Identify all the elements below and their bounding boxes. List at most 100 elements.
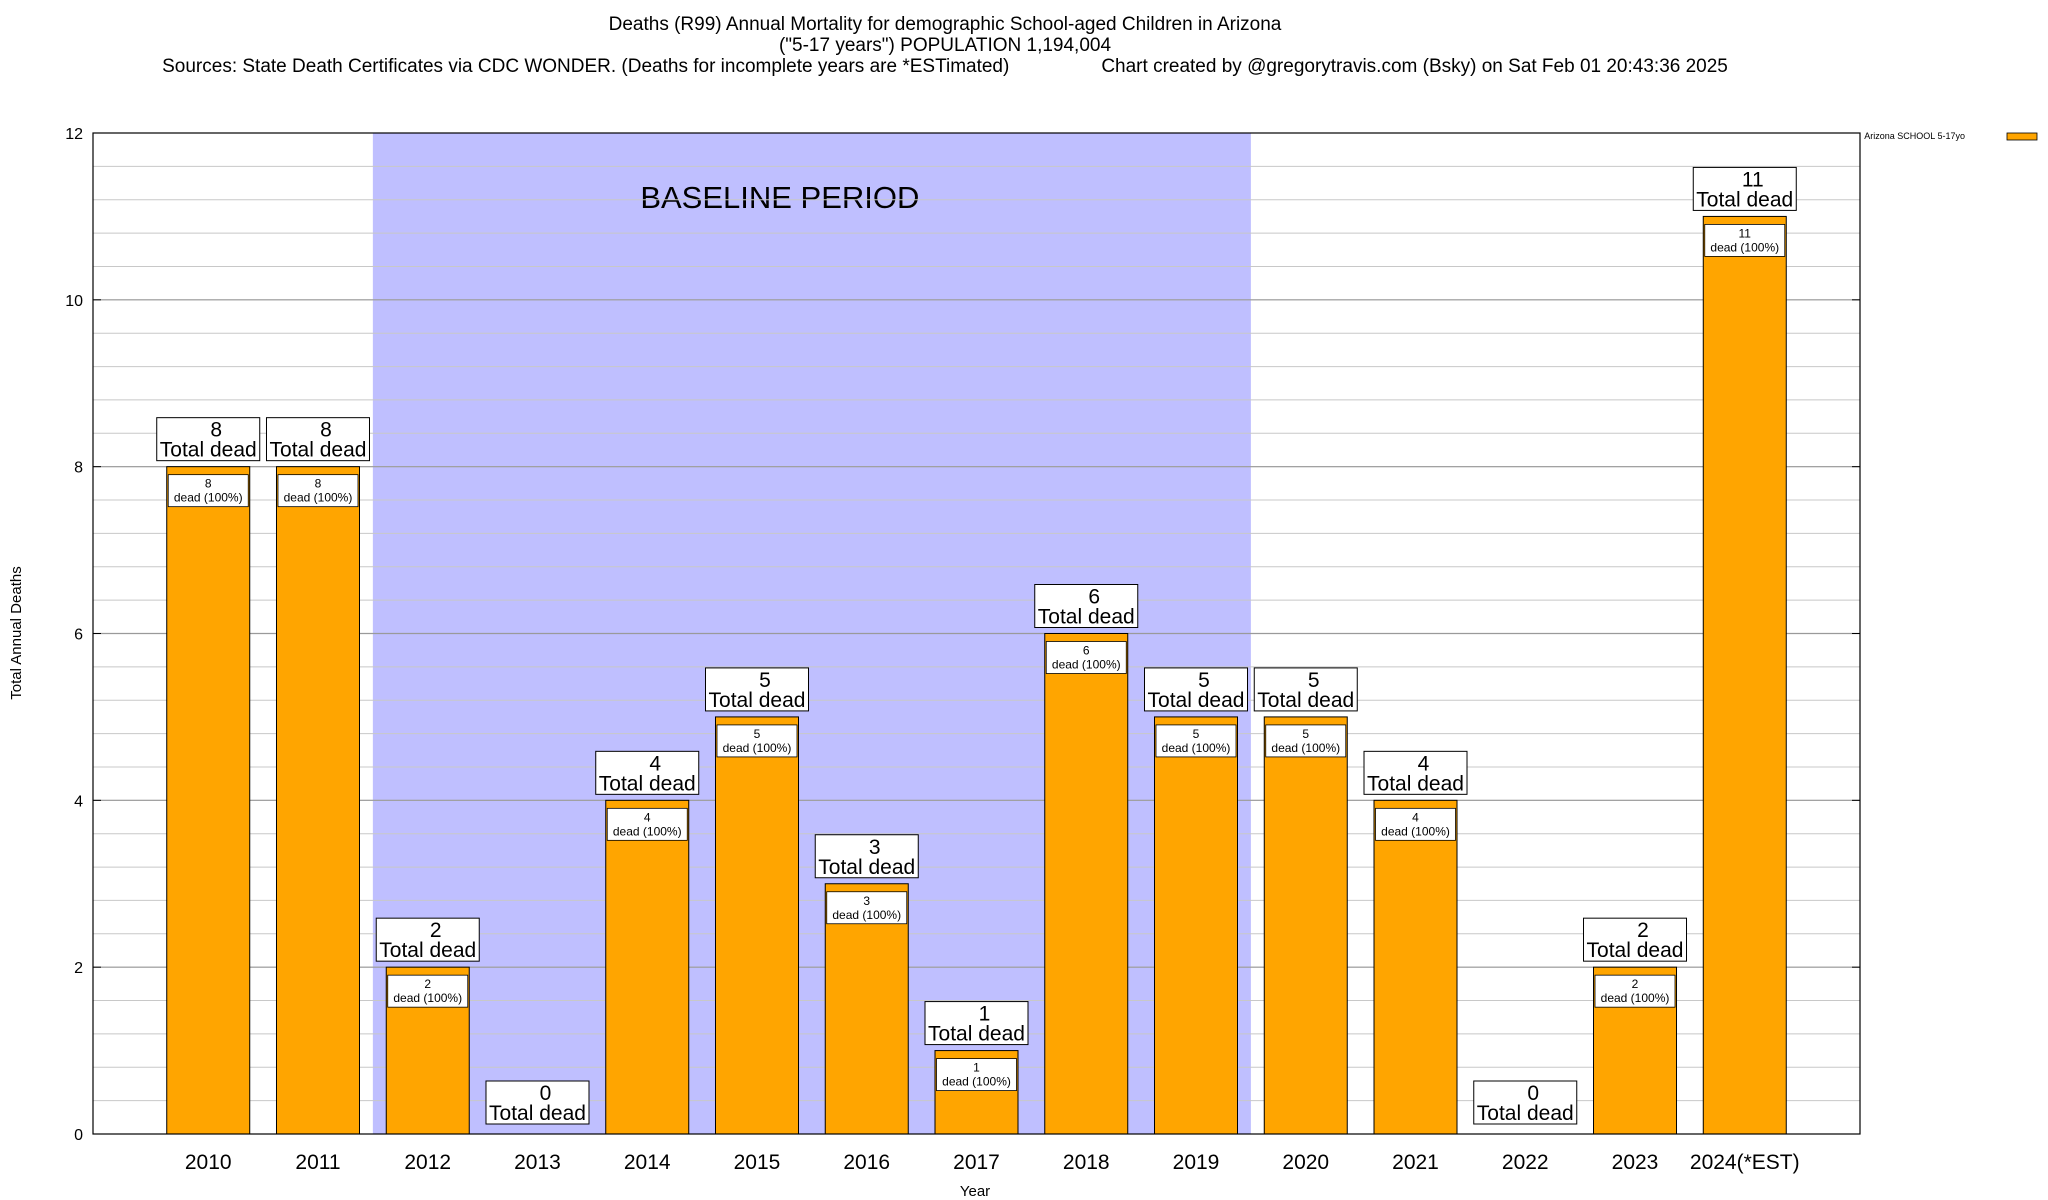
- total-label-box: [485, 1080, 590, 1125]
- bar-percent-label: dead (100%): [1271, 741, 1340, 755]
- chart-title-line3: Sources: State Death Certificates via CD…: [0, 56, 1890, 77]
- total-dead-label: Total dead: [489, 1102, 586, 1125]
- total-label-box: [1692, 166, 1797, 211]
- bar: [1154, 716, 1239, 1135]
- bar-value-label-box: [1265, 724, 1347, 758]
- bar-percent-label: dead (100%): [1162, 741, 1231, 755]
- total-dead-label: Total dead: [1477, 1102, 1574, 1125]
- bar: [275, 466, 360, 1135]
- x-tick-label: 2021: [1392, 1151, 1439, 1174]
- total-value-label: 4: [1418, 752, 1430, 775]
- total-dead-label: Total dead: [379, 939, 476, 962]
- bar-percent-label: dead (100%): [393, 991, 462, 1005]
- total-label-box: [814, 834, 919, 879]
- total-dead-label: Total dead: [160, 439, 257, 462]
- y-tick-label: 10: [65, 293, 83, 310]
- bar-percent-label: dead (100%): [1710, 240, 1779, 254]
- bar-value-label: 3: [863, 894, 870, 908]
- x-tick-label: 2024(*EST): [1690, 1151, 1800, 1174]
- bar-percent-label: dead (100%): [284, 491, 353, 505]
- bar-value-label-box: [1704, 224, 1786, 257]
- x-tick-label: 2020: [1282, 1151, 1329, 1174]
- bar: [1373, 799, 1458, 1135]
- bar-percent-label: dead (100%): [174, 491, 243, 505]
- bar-value-label-box: [1375, 807, 1456, 841]
- bar-value-label-box: [606, 807, 688, 841]
- baseline-label: BASELINE PERIOD: [640, 180, 919, 215]
- total-value-label: 6: [1088, 586, 1100, 609]
- bar-value-label: 8: [205, 477, 212, 491]
- total-dead-label: Total dead: [709, 689, 806, 712]
- y-tick-label: 0: [74, 1127, 83, 1144]
- total-label-box: [265, 417, 370, 462]
- bar-value-label-box: [936, 1058, 1017, 1091]
- bar-percent-label: dead (100%): [832, 908, 901, 922]
- bar: [1263, 716, 1348, 1135]
- chart-sources: Sources: State Death Certificates via CD…: [162, 56, 1010, 77]
- chart-title-block: Deaths (R99) Annual Mortality for demogr…: [0, 14, 1890, 77]
- bar: [605, 799, 690, 1135]
- total-label-box: [1363, 750, 1468, 795]
- total-label-box: [156, 417, 261, 462]
- x-tick-label: 2012: [404, 1151, 451, 1174]
- bar: [166, 466, 251, 1135]
- bar: [824, 883, 909, 1135]
- y-tick-label: 8: [74, 460, 83, 477]
- total-dead-label: Total dead: [599, 772, 696, 795]
- total-dead-label: Total dead: [1696, 188, 1793, 211]
- total-value-label: 11: [1742, 168, 1764, 191]
- bar-value-label-box: [716, 724, 798, 758]
- bar-value-label: 6: [1083, 644, 1090, 658]
- total-value-label: 5: [1198, 669, 1210, 692]
- total-value-label: 5: [1308, 669, 1320, 692]
- bar-value-label: 4: [1412, 810, 1419, 824]
- bar-value-label: 5: [1193, 727, 1200, 741]
- x-tick-label: 2016: [843, 1151, 890, 1174]
- y-tick-label: 6: [74, 627, 83, 644]
- bar: [714, 716, 799, 1135]
- bar: [1044, 633, 1129, 1135]
- total-value-label: 2: [1637, 919, 1649, 942]
- legend-label: Arizona SCHOOL 5-17yo: [1864, 131, 1965, 141]
- chart-title-line2: ("5-17 years") POPULATION 1,194,004: [778, 35, 1112, 56]
- chart-credit: Chart created by @gregorytravis.com (Bsk…: [1101, 56, 1728, 77]
- x-tick-label: 2022: [1502, 1151, 1549, 1174]
- bar-percent-label: dead (100%): [1601, 991, 1670, 1005]
- bar-value-label: 5: [1302, 727, 1309, 741]
- bar-value-label: 5: [754, 727, 761, 741]
- total-label-box: [1253, 667, 1358, 712]
- total-dead-label: Total dead: [1038, 606, 1135, 629]
- bar-value-label: 11: [1739, 226, 1752, 240]
- y-tick-label: 12: [65, 126, 83, 143]
- y-axis-title: Total Annual Deaths: [8, 566, 25, 699]
- y-tick-label: 2: [74, 960, 83, 977]
- y-tick-label: 4: [74, 793, 83, 810]
- total-dead-label: Total dead: [1367, 772, 1464, 795]
- x-tick-label: 2015: [734, 1151, 781, 1174]
- bar-value-label-box: [167, 474, 249, 508]
- bar-percent-label: dead (100%): [1052, 658, 1121, 672]
- total-label-box: [1144, 667, 1249, 712]
- bar-value-label-box: [1045, 641, 1127, 674]
- total-dead-label: Total dead: [1257, 689, 1354, 712]
- total-dead-label: Total dead: [928, 1023, 1025, 1046]
- x-axis-title: Year: [960, 1183, 990, 1200]
- bar-value-label: 2: [1632, 977, 1639, 991]
- chart-title-line1: Deaths (R99) Annual Mortality for demogr…: [608, 14, 1282, 35]
- bar-percent-label: dead (100%): [613, 824, 682, 838]
- bar-percent-label: dead (100%): [942, 1075, 1011, 1089]
- total-dead-label: Total dead: [1587, 939, 1684, 962]
- total-label-box: [375, 917, 480, 962]
- bar-value-label-box: [1155, 724, 1237, 758]
- bar-value-label-box: [1594, 974, 1676, 1008]
- total-label-box: [704, 667, 809, 712]
- bar-percent-label: dead (100%): [1381, 824, 1450, 838]
- total-value-label: 8: [210, 419, 222, 442]
- x-tick-label: 2018: [1063, 1151, 1110, 1174]
- total-value-label: 0: [1527, 1082, 1539, 1105]
- total-value-label: 2: [430, 919, 442, 942]
- x-tick-label: 2019: [1173, 1151, 1220, 1174]
- bar-value-label: 8: [315, 477, 322, 491]
- total-label-box: [1034, 584, 1139, 628]
